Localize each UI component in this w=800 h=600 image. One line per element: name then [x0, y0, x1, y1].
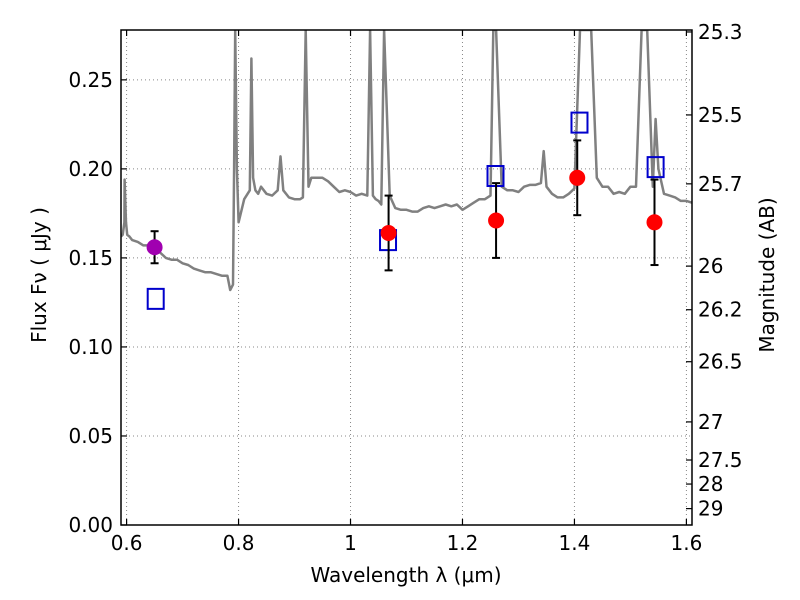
magnitude-tick-label: 27: [698, 410, 723, 434]
magnitude-tick-label: 26.2: [698, 298, 743, 322]
y-axis-label: Flux Fν ( μJy ): [27, 207, 51, 343]
x-axis-label: Wavelength λ (μm): [310, 563, 501, 587]
photometry-point: [569, 169, 586, 186]
magnitude-tick-label: 27.5: [698, 448, 743, 472]
photometry-point: [380, 224, 397, 241]
y-tick-label: 0.10: [68, 335, 113, 359]
x-tick-label: 0.8: [223, 531, 255, 555]
y-tick-label: 0.25: [68, 68, 113, 92]
photometry-point: [646, 214, 663, 231]
synthetic-flux-square: [570, 111, 589, 134]
x-tick-label: 1.4: [559, 531, 591, 555]
x-tick-label: 1: [344, 531, 357, 555]
plot-frame: [120, 29, 693, 526]
synthetic-flux-square: [146, 287, 165, 310]
model-spectrum-line: [121, 30, 692, 292]
y-tick-label: 0.20: [68, 157, 113, 181]
photometry-point: [488, 212, 505, 229]
magnitude-tick-label: 29: [698, 497, 723, 521]
magnitude-tick-label: 26: [698, 254, 723, 278]
magnitude-tick-label: 25.5: [698, 103, 743, 127]
y-tick-label: 0.15: [68, 246, 113, 270]
magnitude-tick-label: 26.5: [698, 350, 743, 374]
photometry-point: [146, 239, 163, 256]
y-tick-label: 0.00: [68, 513, 113, 537]
grid-lines: [121, 30, 692, 526]
x-tick-label: 1.6: [670, 531, 702, 555]
magnitude-tick-label: 25.7: [698, 172, 743, 196]
synthetic-flux-square: [646, 156, 665, 179]
magnitude-tick-label: 25.3: [698, 20, 743, 44]
y-tick-label: 0.05: [68, 424, 113, 448]
magnitude-tick-label: 28: [698, 472, 723, 496]
axes: 0.6 0.8 1 1.2 1.4 1.6 0.00 0.05 0.10 0.15 0.20 0.25…: [68, 20, 742, 555]
x-tick-label: 1.2: [447, 531, 479, 555]
x-tick-label: 0.6: [111, 531, 143, 555]
plot-area: [121, 30, 692, 310]
right-axis-label: Magnitude (AB): [755, 197, 779, 352]
